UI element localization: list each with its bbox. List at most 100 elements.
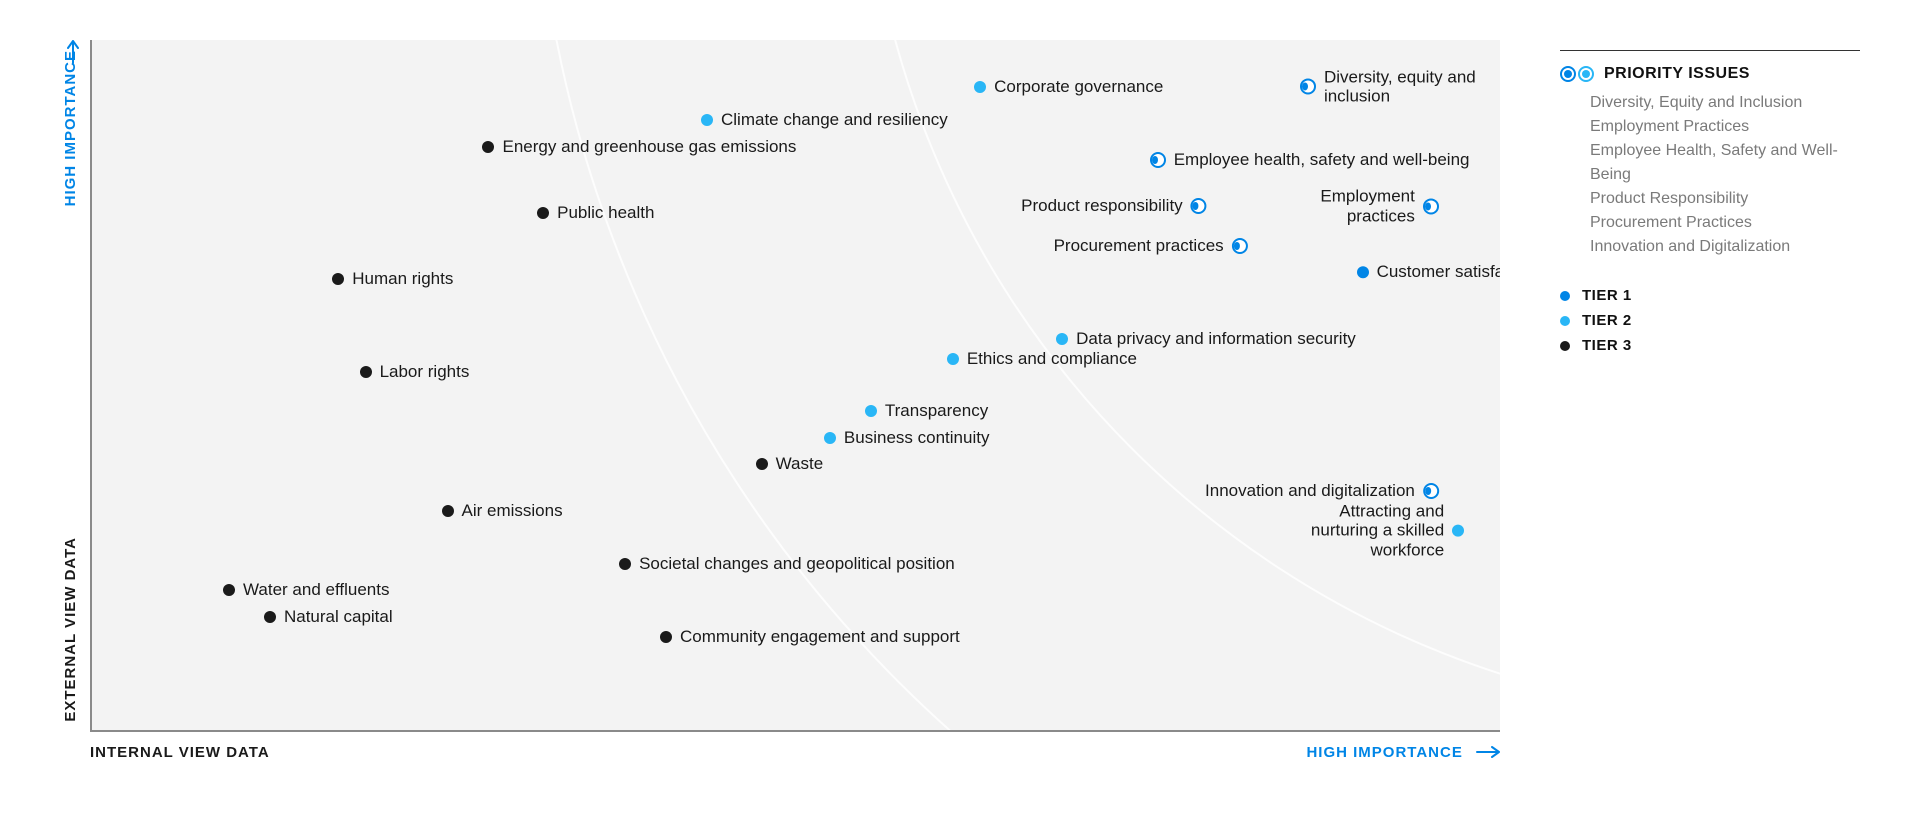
legend-priority-item: Product Responsibility bbox=[1590, 187, 1860, 211]
tier3-marker-icon bbox=[756, 458, 768, 470]
data-point: Product responsibility bbox=[1021, 196, 1207, 216]
priority-marker-icon bbox=[1423, 198, 1439, 214]
data-point-label: Waste bbox=[776, 454, 824, 474]
data-point: Community engagement and support bbox=[660, 627, 960, 647]
data-point-label: Natural capital bbox=[284, 607, 393, 627]
legend-priority-item: Innovation and Digitalization bbox=[1590, 235, 1860, 259]
data-point: Business continuity bbox=[824, 428, 990, 448]
data-point-label: Public health bbox=[557, 203, 654, 223]
tier2-marker-icon bbox=[947, 353, 959, 365]
plot-column: Diversity, equity and inclusion Corporate… bbox=[90, 40, 1500, 772]
tier-marker-icon bbox=[1560, 291, 1570, 301]
tier3-marker-icon bbox=[223, 584, 235, 596]
tier2-marker-icon bbox=[1056, 333, 1068, 345]
data-point-label: Community engagement and support bbox=[680, 627, 960, 647]
data-point-label: Product responsibility bbox=[1021, 196, 1183, 216]
tier1-marker-icon bbox=[1357, 266, 1369, 278]
tier-marker-icon bbox=[1560, 341, 1570, 351]
legend-tier-row: TIER 1 bbox=[1560, 287, 1860, 304]
data-point-label: Transparency bbox=[885, 401, 988, 421]
data-point: Procurement practices bbox=[1054, 236, 1248, 256]
legend-priority-item: Employment Practices bbox=[1590, 115, 1860, 139]
tier2-marker-icon bbox=[701, 114, 713, 126]
priority-marker-inner bbox=[1193, 202, 1199, 210]
priority-marker-inner bbox=[1425, 202, 1431, 210]
legend-tier-label: TIER 3 bbox=[1582, 337, 1632, 354]
legend-priority-list: Diversity, Equity and InclusionEmploymen… bbox=[1590, 91, 1860, 259]
y-axis-title: EXTERNAL VIEW DATA bbox=[62, 537, 79, 722]
priority-marker-inner bbox=[1302, 83, 1308, 91]
y-axis: HIGH IMPORTANCE EXTERNAL VIEW DATA bbox=[60, 40, 90, 772]
data-point: Employment practices bbox=[1250, 187, 1439, 226]
priority-marker-inner bbox=[1564, 70, 1572, 78]
data-point: Innovation and digitalization bbox=[1205, 481, 1439, 501]
legend-priority-item: Employee Health, Safety and Well-Being bbox=[1590, 139, 1860, 187]
data-point-label: Societal changes and geopolitical positi… bbox=[639, 554, 955, 574]
data-point: Societal changes and geopolitical positi… bbox=[619, 554, 955, 574]
tier-marker-icon bbox=[1560, 316, 1570, 326]
priority-marker-inner bbox=[1152, 156, 1158, 164]
priority-marker-icon bbox=[1232, 238, 1248, 254]
data-point: Air emissions bbox=[442, 501, 563, 521]
y-axis-high-label: HIGH IMPORTANCE bbox=[62, 50, 79, 206]
data-point: Climate change and resiliency bbox=[701, 110, 948, 130]
tier2-marker-icon bbox=[1452, 525, 1464, 537]
data-point: Data privacy and information security bbox=[1056, 329, 1356, 349]
priority-marker-icon bbox=[1560, 66, 1576, 82]
data-point-label: Air emissions bbox=[462, 501, 563, 521]
x-axis-high-label: HIGH IMPORTANCE bbox=[1306, 744, 1500, 763]
data-point-label: Attracting and nurturing a skilled workf… bbox=[1279, 501, 1444, 560]
priority-marker-icon bbox=[1423, 483, 1439, 499]
tier3-marker-icon bbox=[537, 207, 549, 219]
legend-tier-label: TIER 2 bbox=[1582, 312, 1632, 329]
data-point-label: Energy and greenhouse gas emissions bbox=[502, 137, 796, 157]
materiality-matrix: HIGH IMPORTANCE EXTERNAL VIEW DATA Diver… bbox=[0, 0, 1920, 832]
data-point: Labor rights bbox=[360, 362, 470, 382]
data-point: Diversity, equity and inclusion bbox=[1300, 67, 1489, 106]
tier3-marker-icon bbox=[482, 141, 494, 153]
data-point: Transparency bbox=[865, 401, 988, 421]
tier3-marker-icon bbox=[360, 366, 372, 378]
data-point-label: Procurement practices bbox=[1054, 236, 1224, 256]
data-point-label: Ethics and compliance bbox=[967, 349, 1137, 369]
data-point: Corporate governance bbox=[974, 77, 1163, 97]
tier3-marker-icon bbox=[332, 273, 344, 285]
x-axis: INTERNAL VIEW DATA HIGH IMPORTANCE bbox=[90, 732, 1500, 772]
data-point-label: Water and effluents bbox=[243, 580, 389, 600]
data-point-label: Climate change and resiliency bbox=[721, 110, 948, 130]
tier2-marker-icon bbox=[865, 405, 877, 417]
data-point-label: Employment practices bbox=[1250, 187, 1415, 226]
legend-priority-title: PRIORITY ISSUES bbox=[1604, 65, 1750, 83]
data-point: Customer satisfaction bbox=[1357, 263, 1500, 283]
x-arrow-icon bbox=[1476, 745, 1500, 763]
priority-marker-inner bbox=[1234, 242, 1240, 250]
priority-marker-icon bbox=[1300, 79, 1316, 95]
data-point: Energy and greenhouse gas emissions bbox=[482, 137, 796, 157]
data-point-label: Customer satisfaction bbox=[1377, 263, 1500, 283]
priority-marker-icon bbox=[1191, 198, 1207, 214]
tier3-marker-icon bbox=[442, 505, 454, 517]
legend-tier-row: TIER 3 bbox=[1560, 337, 1860, 354]
legend-tier-list: TIER 1 TIER 2 TIER 3 bbox=[1560, 287, 1860, 354]
legend-divider bbox=[1560, 50, 1860, 51]
x-axis-high-text: HIGH IMPORTANCE bbox=[1306, 744, 1462, 761]
data-point: Attracting and nurturing a skilled workf… bbox=[1279, 501, 1464, 560]
data-point-label: Innovation and digitalization bbox=[1205, 481, 1415, 501]
data-point: Water and effluents bbox=[223, 580, 389, 600]
legend-tier-row: TIER 2 bbox=[1560, 312, 1860, 329]
data-point-label: Corporate governance bbox=[994, 77, 1163, 97]
legend-tier-label: TIER 1 bbox=[1582, 287, 1632, 304]
data-point: Natural capital bbox=[264, 607, 393, 627]
x-axis-title: INTERNAL VIEW DATA bbox=[90, 744, 270, 761]
data-point: Ethics and compliance bbox=[947, 349, 1137, 369]
data-point: Human rights bbox=[332, 269, 453, 289]
data-point-label: Business continuity bbox=[844, 428, 990, 448]
background-arc bbox=[862, 40, 1500, 719]
legend-priority-header: PRIORITY ISSUES bbox=[1560, 65, 1860, 83]
legend-priority-item: Diversity, Equity and Inclusion bbox=[1590, 91, 1860, 115]
data-point: Public health bbox=[537, 203, 654, 223]
data-point-label: Diversity, equity and inclusion bbox=[1324, 67, 1489, 106]
data-point: Waste bbox=[756, 454, 824, 474]
tier3-marker-icon bbox=[660, 631, 672, 643]
tier2-marker-icon bbox=[974, 81, 986, 93]
